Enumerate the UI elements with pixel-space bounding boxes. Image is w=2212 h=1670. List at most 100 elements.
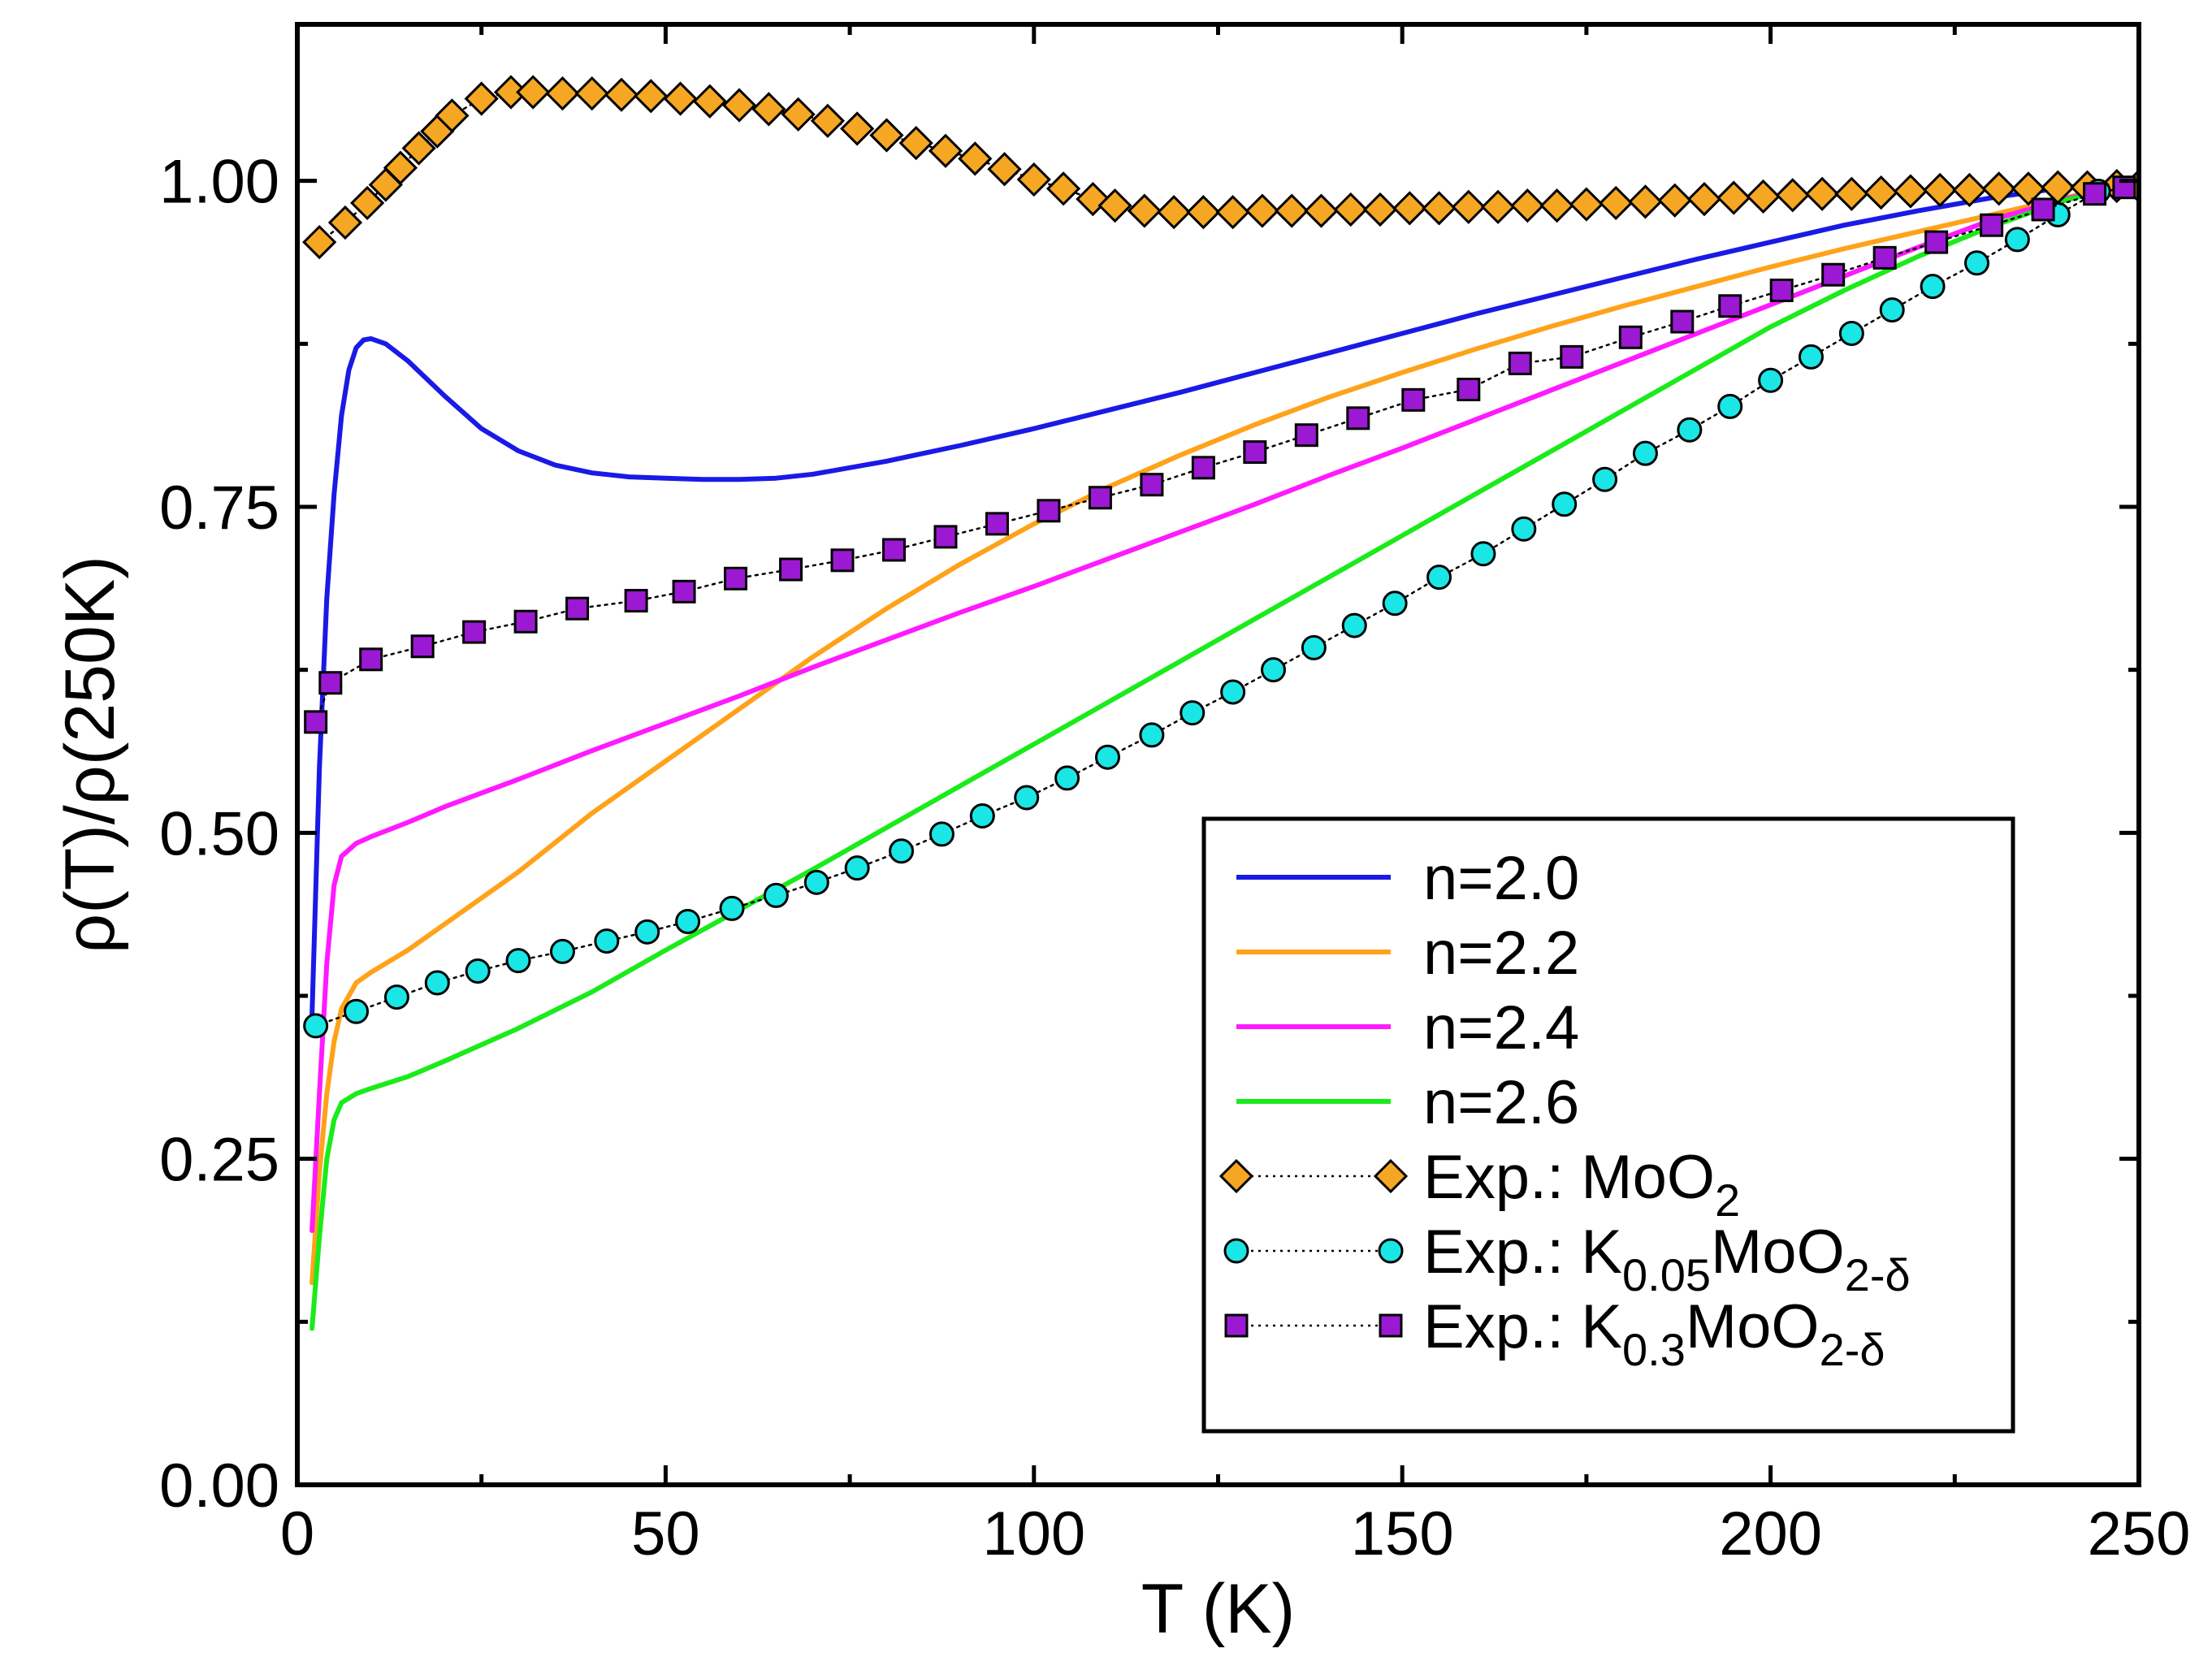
data-point-square <box>1243 440 1267 465</box>
data-point-square <box>1670 309 1695 334</box>
data-point-circle <box>383 984 409 1010</box>
data-point-circle <box>594 928 620 954</box>
series-7 <box>304 175 2136 734</box>
data-point-circle <box>2004 227 2030 253</box>
data-point-square <box>1294 423 1318 448</box>
data-point-square <box>1718 294 1742 318</box>
data-point-circle <box>1592 466 1618 492</box>
data-point-diamond <box>383 150 418 185</box>
legend-swatch-marker <box>1373 1158 1409 1194</box>
data-point-circle <box>719 895 745 921</box>
data-point-diamond <box>327 205 363 240</box>
data-point-diamond <box>1893 174 1928 209</box>
data-point-square <box>513 609 538 634</box>
data-point-circle <box>763 882 789 908</box>
data-point-diamond <box>1362 192 1398 227</box>
data-point-diamond <box>1333 192 1368 227</box>
data-point-circle <box>844 855 870 881</box>
data-point-diamond <box>958 141 993 176</box>
legend-swatch-marker <box>1223 1238 1249 1264</box>
data-point-diamond <box>1657 183 1692 218</box>
x-tick-label: 250 <box>2088 1499 2191 1568</box>
data-point-square <box>672 579 696 604</box>
data-point-diamond <box>869 118 904 153</box>
data-point-square <box>462 620 487 644</box>
data-point-circle <box>465 958 491 984</box>
data-point-diamond <box>810 103 846 138</box>
data-point-square <box>1872 245 1897 270</box>
series-3 <box>310 178 2139 1233</box>
data-point-circle <box>1094 744 1120 770</box>
series-2 <box>310 178 2139 1286</box>
data-point-circle <box>889 838 915 864</box>
data-point-circle <box>344 998 370 1024</box>
data-point-diamond <box>1923 172 1958 208</box>
x-tick-label: 100 <box>982 1499 1085 1568</box>
data-point-circle <box>803 869 829 895</box>
data-point-diamond <box>1864 175 1898 210</box>
data-point-square <box>1508 351 1532 375</box>
series-1 <box>310 178 2139 1019</box>
y-axis-title: ρ(T)/ρ(250K) <box>51 556 129 954</box>
legend-item: n=2.4 <box>1236 993 1579 1062</box>
data-point-square <box>565 596 590 621</box>
data-point-diamond <box>302 224 337 260</box>
legend-item: Exp.: MoO2 <box>1219 1143 1740 1226</box>
data-point-diamond <box>1510 188 1545 223</box>
data-point-diamond <box>1127 193 1162 228</box>
data-point-circle <box>1879 297 1905 323</box>
x-tick-label: 150 <box>1351 1499 1454 1568</box>
data-point-square <box>359 647 383 672</box>
data-point-diamond <box>1245 193 1280 228</box>
legend-label: Exp.: K0.05MoO2-δ <box>1423 1218 1911 1300</box>
legend-label: n=2.0 <box>1423 844 1579 913</box>
data-point-circle <box>1920 274 1946 300</box>
data-point-square <box>1088 486 1112 510</box>
data-point-square <box>1980 213 2004 237</box>
series-line-2 <box>310 178 2139 1286</box>
data-point-square <box>985 512 1009 536</box>
data-point-circle <box>634 919 660 945</box>
legend-swatch-marker <box>1224 1313 1249 1338</box>
data-point-diamond <box>781 97 816 132</box>
data-point-diamond <box>751 92 786 127</box>
legend-label: n=2.4 <box>1423 993 1579 1062</box>
series-4 <box>310 178 2139 1331</box>
data-point-square <box>1037 499 1061 523</box>
legend-swatch-marker <box>1219 1158 1254 1194</box>
data-point-circle <box>1301 634 1327 660</box>
data-point-diamond <box>840 111 875 146</box>
data-point-circle <box>1054 765 1080 791</box>
data-point-diamond <box>1952 172 1987 208</box>
legend-box <box>1201 816 2015 1434</box>
data-point-diamond <box>1686 181 1722 217</box>
data-point-circle <box>505 948 531 974</box>
data-point-diamond <box>1215 195 1250 230</box>
data-point-circle <box>1798 344 1824 370</box>
data-point-circle <box>1838 320 1864 346</box>
x-axis-title: T (K) <box>1141 1570 1296 1648</box>
data-point-diamond <box>1392 191 1427 226</box>
data-point-diamond <box>1186 195 1221 230</box>
legend-item: Exp.: K0.05MoO2-δ <box>1223 1218 1911 1300</box>
data-point-diamond <box>663 81 698 116</box>
legend-label: Exp.: MoO2 <box>1423 1143 1740 1226</box>
data-point-diamond <box>1981 171 2016 206</box>
data-point-circle <box>1220 679 1246 705</box>
y-tick-label: 0.00 <box>159 1452 279 1521</box>
data-point-diamond <box>545 76 580 111</box>
axes-layer: 0 50 100 150 200 250 0.00 0.25 0.50 0.75 1.00 T (K)… <box>51 22 2191 1648</box>
data-point-diamond <box>1451 189 1486 224</box>
data-point-square <box>2083 182 2107 206</box>
data-point-circle <box>1426 565 1452 591</box>
data-point-square <box>724 566 748 591</box>
legend-item: n=2.6 <box>1236 1068 1579 1137</box>
series-6 <box>303 178 2111 1039</box>
x-tick-label: 50 <box>631 1499 700 1568</box>
series-line-3 <box>310 178 2139 1233</box>
data-point-diamond <box>1275 193 1309 228</box>
data-point-square <box>1821 262 1846 287</box>
data-point-square <box>1924 230 1949 254</box>
data-point-diamond <box>350 185 385 221</box>
data-point-diamond <box>1480 189 1516 224</box>
